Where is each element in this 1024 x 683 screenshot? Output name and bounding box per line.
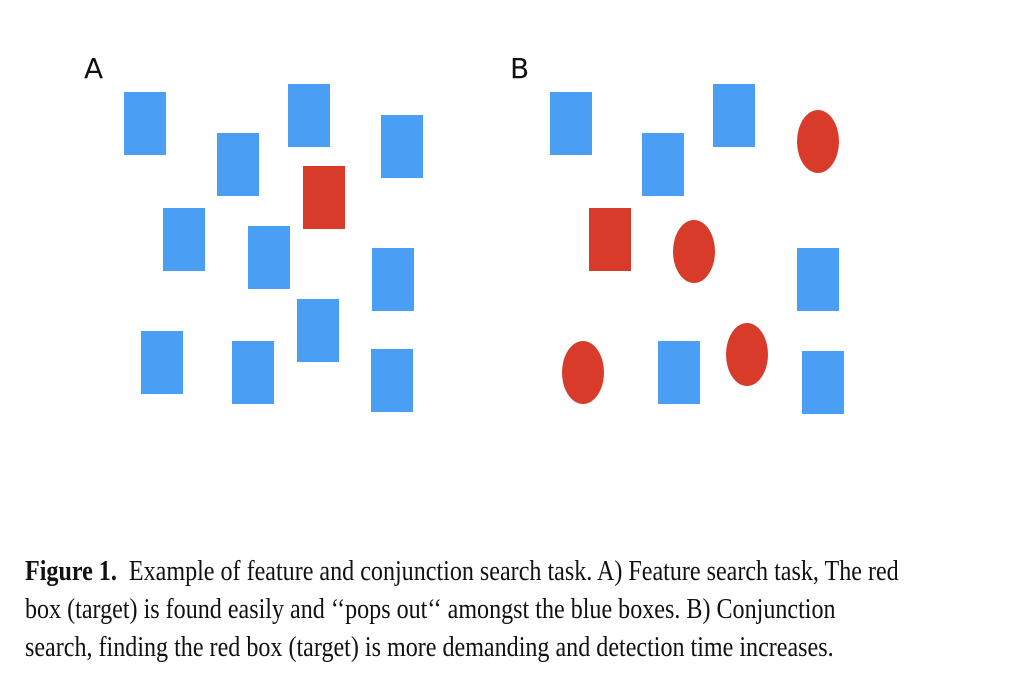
blue-box xyxy=(248,226,290,289)
red-circle xyxy=(673,220,715,283)
blue-box xyxy=(297,299,339,362)
blue-box xyxy=(141,331,183,394)
caption-line-3: search, finding the red box (target) is … xyxy=(25,632,834,663)
blue-box xyxy=(372,248,414,311)
red-target-box xyxy=(303,166,345,229)
red-target-box xyxy=(589,208,631,271)
blue-box xyxy=(163,208,205,271)
panel-b-label: B xyxy=(510,52,530,85)
panel-a-label: A xyxy=(84,52,104,85)
figure-number: Figure 1. xyxy=(25,556,117,587)
blue-box xyxy=(550,92,592,155)
blue-box xyxy=(217,133,259,196)
blue-box xyxy=(713,84,755,147)
blue-box xyxy=(381,115,423,178)
caption-line-1: Figure 1. Example of feature and conjunc… xyxy=(25,553,899,591)
blue-box xyxy=(797,248,839,311)
blue-box xyxy=(371,349,413,412)
red-circle xyxy=(797,110,839,173)
figure-caption: Figure 1. Example of feature and conjunc… xyxy=(25,553,899,667)
blue-box xyxy=(124,92,166,155)
red-circle xyxy=(562,341,604,404)
caption-line-2: box (target) is found easily and ‘‘pops … xyxy=(25,594,836,625)
red-circle xyxy=(726,323,768,386)
blue-box xyxy=(232,341,274,404)
blue-box xyxy=(288,84,330,147)
blue-box xyxy=(642,133,684,196)
blue-box xyxy=(802,351,844,414)
caption-line-1-text: Example of feature and conjunction searc… xyxy=(128,556,899,587)
blue-box xyxy=(658,341,700,404)
